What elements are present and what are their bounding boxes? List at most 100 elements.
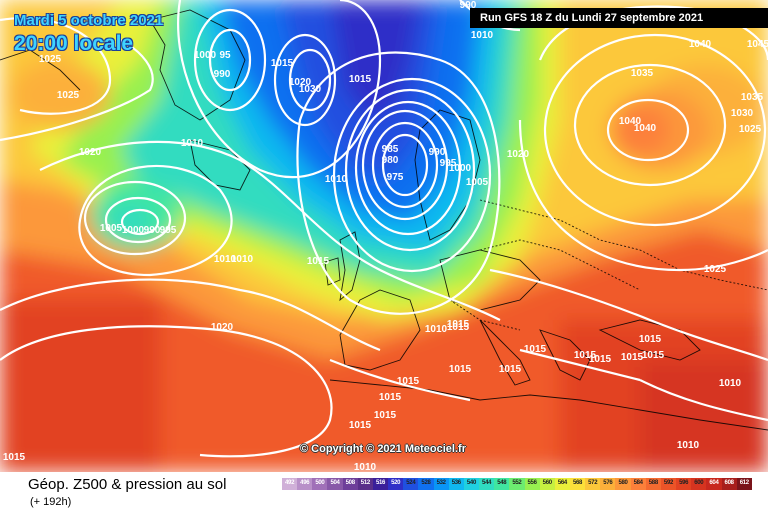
pressure-label: 1000 — [122, 225, 145, 236]
pressure-label: 1015 — [642, 350, 665, 361]
pressure-label: 1025 — [739, 124, 762, 135]
pressure-label: 1020 — [79, 147, 102, 158]
map-canvas: 1025 1025 1020 1000 95 990 1015 1020 103… — [0, 0, 768, 472]
legend-value: 584 — [633, 480, 643, 486]
legend-value: 556 — [527, 480, 537, 486]
legend-value: 604 — [709, 480, 719, 486]
forecast-time: 20:00 locale — [14, 32, 134, 55]
legend-swatch — [569, 478, 586, 490]
legend-swatch — [600, 478, 616, 490]
pressure-label: 1015 — [271, 58, 294, 69]
legend-value: 540 — [466, 480, 477, 486]
pressure-label: 1025 — [39, 54, 62, 65]
copyright-notice: © Copyright © 2021 Meteociel.fr — [300, 443, 466, 455]
pressure-label: 985 — [382, 144, 399, 155]
legend-value: 536 — [451, 480, 461, 486]
pressure-label: 1020 — [507, 149, 530, 160]
pressure-label: 1015 — [449, 364, 472, 375]
legend-value: 516 — [375, 480, 386, 486]
legend-swatch — [539, 478, 555, 490]
pressure-label: 1020 — [289, 77, 312, 88]
legend-swatch — [585, 478, 601, 490]
pressure-label: 990 — [429, 147, 446, 158]
pressure-label: 1015 — [589, 354, 612, 365]
pressure-label: 995 — [160, 225, 177, 236]
forecast-date: Mardi 5 octobre 2021 — [14, 12, 164, 29]
pressure-label: 1010 — [719, 378, 742, 389]
legend-swatch — [494, 478, 510, 490]
legend-swatch — [372, 478, 389, 490]
legend-swatch — [736, 478, 752, 490]
legend-value: 600 — [694, 480, 704, 486]
legend-swatch — [403, 478, 419, 490]
legend-value: 504 — [330, 480, 340, 486]
legend-value: 492 — [285, 480, 295, 486]
pressure-label: 1015 — [639, 334, 662, 345]
legend-value: 512 — [360, 480, 370, 486]
run-info-banner: Run GFS 18 Z du Lundi 27 septembre 2021 — [470, 8, 768, 28]
legend-value: 500 — [315, 480, 325, 486]
legend-swatch — [691, 478, 707, 490]
pressure-label: 1025 — [57, 90, 80, 101]
pressure-label: 975 — [387, 172, 404, 183]
legend-swatch — [342, 478, 358, 490]
legend-swatch — [312, 478, 328, 490]
pressure-label: 990 — [144, 225, 161, 236]
pressure-label: 1015 — [447, 322, 470, 333]
legend-swatch — [282, 478, 298, 490]
legend-value: 524 — [406, 480, 416, 486]
pressure-label: 1015 — [3, 452, 26, 463]
legend-swatch — [448, 478, 464, 490]
legend-swatch — [418, 478, 434, 490]
legend-value: 572 — [588, 480, 598, 486]
legend-swatch — [660, 478, 677, 490]
legend-value: 544 — [482, 480, 492, 486]
legend-swatch — [433, 478, 449, 490]
isobars — [0, 0, 768, 456]
pressure-label: 1015 — [574, 350, 597, 361]
pressure-label: 1015 — [374, 410, 397, 421]
legend-swatch — [297, 478, 313, 490]
pressure-label: 1030 — [299, 84, 322, 95]
legend-swatch — [615, 478, 631, 490]
pressure-label: 1015 — [524, 344, 547, 355]
pressure-label: 1040 — [689, 39, 712, 50]
pressure-label: 1015 — [349, 420, 372, 431]
map-footer: Géop. Z500 & pression au sol (+ 192h) 49… — [0, 472, 768, 512]
legend-swatch — [509, 478, 525, 490]
pressure-label: 990 — [214, 69, 231, 80]
forecast-hour: (+ 192h) — [30, 496, 72, 508]
pressure-label: 1015 — [349, 74, 372, 85]
legend-value: 592 — [663, 480, 674, 486]
legend-value: 588 — [648, 480, 658, 486]
pressure-label: 1025 — [704, 264, 727, 275]
pressure-label: 1015 — [621, 352, 644, 363]
legend-value: 508 — [345, 480, 355, 486]
color-scale-labels: 492 496 500 504 508 512 516 520 524 528 532 536 540 5… — [282, 480, 752, 486]
legend-swatch — [479, 478, 495, 490]
legend-value: 552 — [512, 480, 522, 486]
pressure-label: 1040 — [634, 123, 657, 134]
legend-value: 568 — [572, 480, 583, 486]
legend-swatch — [463, 478, 480, 490]
pressure-label: 1010 — [471, 30, 494, 41]
pressure-label: 1005 — [100, 223, 123, 234]
isobar-labels: 1025 1025 1020 1000 95 990 1015 1020 103… — [3, 0, 768, 472]
color-scale-legend — [282, 478, 752, 490]
legend-value: 608 — [724, 480, 734, 486]
pressure-label: 990 — [460, 0, 477, 11]
pressure-label: 980 — [382, 155, 399, 166]
legend-value: 612 — [739, 480, 749, 486]
legend-swatch — [524, 478, 540, 490]
legend-value: 564 — [557, 480, 567, 486]
pressure-label: 1015 — [379, 392, 402, 403]
pressure-label: 1015 — [447, 319, 470, 330]
pressure-label: 1000 — [194, 50, 217, 61]
legend-swatch — [554, 478, 570, 490]
legend-swatch — [388, 478, 404, 490]
legend-value: 496 — [300, 480, 310, 486]
weather-map: 1025 1025 1020 1000 95 990 1015 1020 103… — [0, 0, 768, 472]
pressure-label: 1010 — [325, 174, 348, 185]
pressure-label: 95 — [219, 50, 231, 61]
legend-value: 532 — [436, 480, 446, 486]
